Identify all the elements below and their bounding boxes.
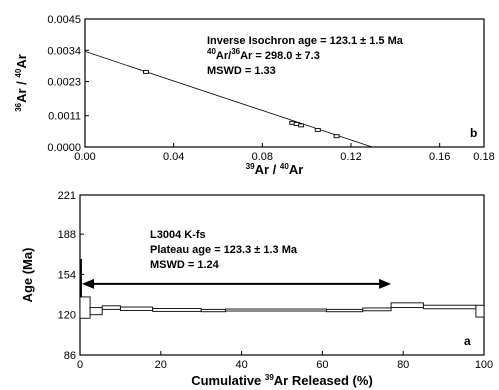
isochron-panel: 0.00 0.04 0.08 0.12 0.16 0.18 0.0000 0.0011 0.00… [14, 14, 495, 177]
age-step [101, 305, 121, 310]
data-point [143, 69, 149, 74]
annotation-plateau-age: Plateau age = 123.3 ± 1.3 Ma [150, 244, 298, 256]
x-tick-label: 0.08 [252, 151, 273, 163]
y-axis-label: Age (Ma) [20, 248, 35, 303]
y-tick-label: 120 [58, 310, 76, 322]
x-tick-label: 60 [316, 359, 328, 371]
age-step [224, 308, 327, 312]
plateau-arrow-head-left [82, 278, 95, 289]
plot-frame [84, 18, 485, 148]
age-step [422, 304, 477, 310]
data-point [333, 134, 340, 139]
x-tick-label: 0.00 [74, 151, 95, 163]
age-step [89, 307, 103, 316]
age-step [390, 302, 424, 309]
data-point [298, 123, 305, 128]
age-step [475, 304, 485, 318]
x-tick-label: 100 [475, 359, 493, 371]
annotation-mswd: MSWD = 1.24 [150, 259, 220, 271]
age-step [325, 308, 364, 313]
x-tick-label: 0.16 [429, 151, 450, 163]
panel-label: b [470, 126, 477, 140]
y-tick-label: 188 [58, 229, 76, 241]
annotation-sample: L3004 K-fs [150, 229, 206, 241]
panel-label: a [464, 334, 471, 348]
age-step [362, 307, 392, 312]
y-tick-label: 86 [64, 350, 76, 362]
x-tick-label: 0.04 [163, 151, 184, 163]
x-tick-label: 80 [397, 359, 409, 371]
y-tick-label: 154 [58, 269, 76, 281]
age-step [79, 296, 91, 319]
x-axis-label: 39Ar / 40Ar [246, 162, 304, 177]
annotation-ratio: 40Ar/36Ar = 298.0 ± 7.3 [207, 47, 320, 62]
age-step [152, 308, 202, 312]
age-spectrum-panel: 0 20 40 60 80 100 86 120 154 188 221 L3004 K-fs Plat… [20, 190, 493, 388]
y-tick-label: 221 [58, 190, 76, 202]
x-tick-label: 0 [77, 359, 83, 371]
plateau-arrow-head-right [379, 278, 392, 289]
y-tick-label: 0.0000 [47, 142, 81, 154]
x-tick-label: 0.12 [340, 151, 361, 163]
y-tick-label: 0.0011 [48, 111, 81, 123]
isochron-fit-line [84, 51, 373, 148]
annotation-age: Inverse Isochron age = 123.1 ± 1.5 Ma [207, 35, 404, 47]
age-step [200, 308, 226, 313]
y-axis-label: 36Ar / 40Ar [14, 54, 29, 112]
x-tick-label: 40 [235, 359, 247, 371]
x-tick-label: 20 [155, 359, 167, 371]
annotation-mswd: MSWD = 1.33 [207, 65, 276, 77]
y-tick-label: 0.0034 [47, 45, 81, 57]
x-axis-label: Cumulative 39Ar Released (%) [191, 373, 373, 388]
x-tick-label: 0.18 [473, 151, 494, 163]
plot-frame [79, 194, 485, 356]
y-tick-label: 0.0045 [47, 14, 81, 26]
age-step [119, 306, 154, 312]
data-point [314, 127, 321, 132]
y-tick-label: 0.0023 [47, 77, 81, 89]
